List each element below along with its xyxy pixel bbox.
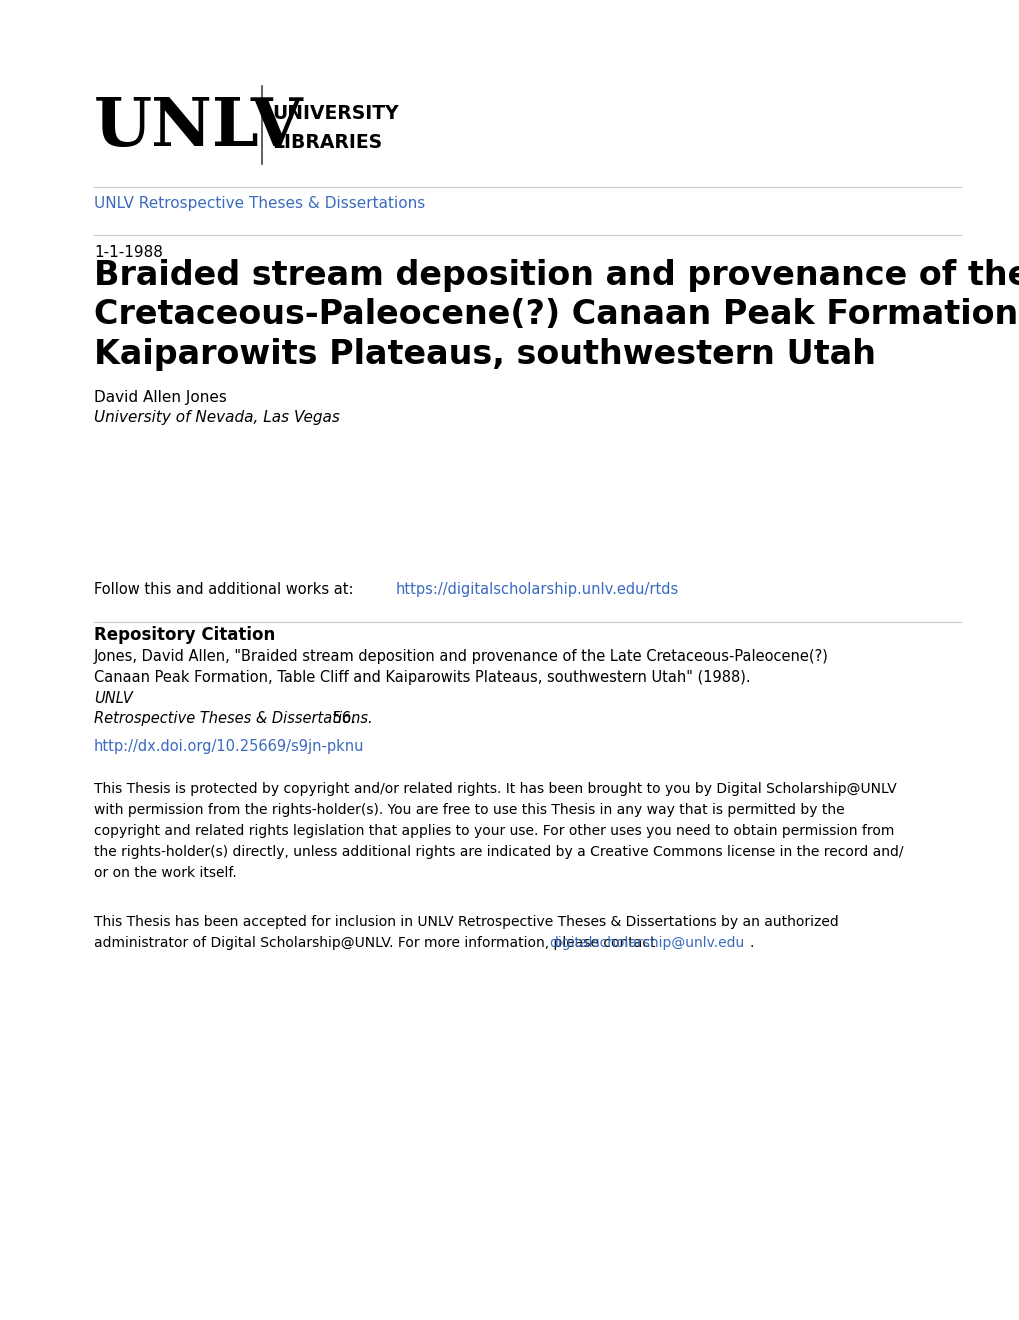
Text: the rights-holder(s) directly, unless additional rights are indicated by a Creat: the rights-holder(s) directly, unless ad… [94,845,903,859]
Text: .: . [749,936,753,950]
Text: Cretaceous-Paleocene(?) Canaan Peak Formation, Table Cliff and: Cretaceous-Paleocene(?) Canaan Peak Form… [94,298,1019,331]
Text: Jones, David Allen, "Braided stream deposition and provenance of the Late Cretac: Jones, David Allen, "Braided stream depo… [94,649,838,664]
Text: UNLV: UNLV [94,95,304,160]
Text: Retrospective Theses & Dissertations.: Retrospective Theses & Dissertations. [94,711,372,726]
Text: https://digitalscholarship.unlv.edu/rtds: https://digitalscholarship.unlv.edu/rtds [395,582,679,597]
Text: administrator of Digital Scholarship@UNLV. For more information, please contact: administrator of Digital Scholarship@UNL… [94,936,659,950]
Text: with permission from the rights-holder(s). You are free to use this Thesis in an: with permission from the rights-holder(s… [94,803,844,817]
Text: or on the work itself.: or on the work itself. [94,866,236,880]
Text: This Thesis is protected by copyright and/or related rights. It has been brought: This Thesis is protected by copyright an… [94,781,896,796]
Text: Repository Citation: Repository Citation [94,626,275,644]
Text: UNLV Retrospective Theses & Dissertations: UNLV Retrospective Theses & Dissertation… [94,197,425,211]
Text: This Thesis has been accepted for inclusion in UNLV Retrospective Theses & Disse: This Thesis has been accepted for inclus… [94,915,838,929]
Text: LIBRARIES: LIBRARIES [272,133,382,152]
Text: Kaiparowits Plateaus, southwestern Utah: Kaiparowits Plateaus, southwestern Utah [94,338,875,371]
Text: http://dx.doi.org/10.25669/s9jn-pknu: http://dx.doi.org/10.25669/s9jn-pknu [94,739,364,754]
Text: 1-1-1988: 1-1-1988 [94,246,163,260]
Text: Follow this and additional works at:: Follow this and additional works at: [94,582,358,597]
Text: 56.: 56. [328,711,356,726]
Text: Braided stream deposition and provenance of the Late: Braided stream deposition and provenance… [94,259,1019,292]
Text: David Allen Jones: David Allen Jones [94,391,226,405]
Text: copyright and related rights legislation that applies to your use. For other use: copyright and related rights legislation… [94,824,894,838]
Text: UNIVERSITY: UNIVERSITY [272,104,398,123]
Text: Canaan Peak Formation, Table Cliff and Kaiparowits Plateaus, southwestern Utah" : Canaan Peak Formation, Table Cliff and K… [94,671,754,685]
Text: University of Nevada, Las Vegas: University of Nevada, Las Vegas [94,411,339,425]
Text: UNLV: UNLV [94,692,132,706]
Text: digitalscholarship@unlv.edu: digitalscholarship@unlv.edu [548,936,743,950]
